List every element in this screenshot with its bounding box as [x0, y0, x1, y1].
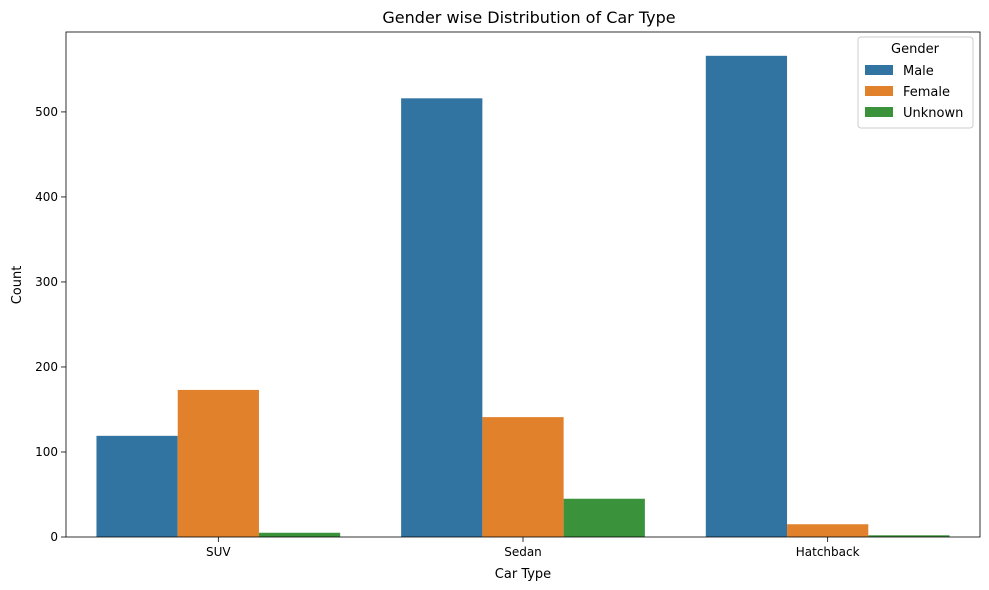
y-tick-label: 100 — [35, 445, 58, 459]
bars-layer — [96, 55, 950, 537]
y-tick-label: 0 — [50, 530, 58, 544]
y-tick-label: 300 — [35, 275, 58, 289]
legend-swatch-female — [865, 86, 893, 96]
bar-female-hatchback — [787, 524, 869, 537]
bar-unknown-suv — [258, 532, 341, 537]
legend-swatch-unknown — [865, 107, 893, 117]
bar-unknown-sedan — [563, 498, 645, 537]
x-axis: SUV Sedan Hatchback — [206, 537, 860, 559]
y-axis: 0 100 200 300 400 500 — [35, 105, 66, 544]
legend-label-male: Male — [903, 64, 934, 79]
y-tick-label: 200 — [35, 360, 58, 374]
x-axis-label: Car Type — [495, 567, 551, 582]
bar-female-suv — [177, 389, 259, 537]
legend-label-female: Female — [903, 85, 950, 100]
plot-frame — [65, 31, 981, 538]
bar-female-sedan — [482, 417, 564, 537]
chart-title: Gender wise Distribution of Car Type — [382, 8, 675, 27]
x-tick-label: SUV — [206, 545, 231, 559]
legend-swatch-male — [865, 65, 893, 75]
y-axis-label: Count — [10, 266, 25, 305]
bar-unknown-hatchback — [868, 535, 950, 537]
legend-items: Male Female Unknown — [865, 64, 963, 121]
legend-box — [857, 36, 974, 129]
bar-male-hatchback — [705, 55, 788, 537]
y-tick-label: 500 — [35, 105, 58, 119]
legend-title: Gender — [891, 42, 940, 57]
x-tick-label: Hatchback — [796, 545, 860, 559]
legend-label-unknown: Unknown — [903, 106, 963, 121]
x-tick-label: Sedan — [504, 545, 542, 559]
y-tick-label: 400 — [35, 190, 58, 204]
legend: Gender Male Female Unknown — [857, 36, 974, 129]
bar-male-sedan — [401, 98, 483, 537]
bar-male-suv — [96, 435, 178, 537]
plot-area: 0 100 200 300 400 500 SUV Sedan Hatchback — [35, 31, 981, 559]
